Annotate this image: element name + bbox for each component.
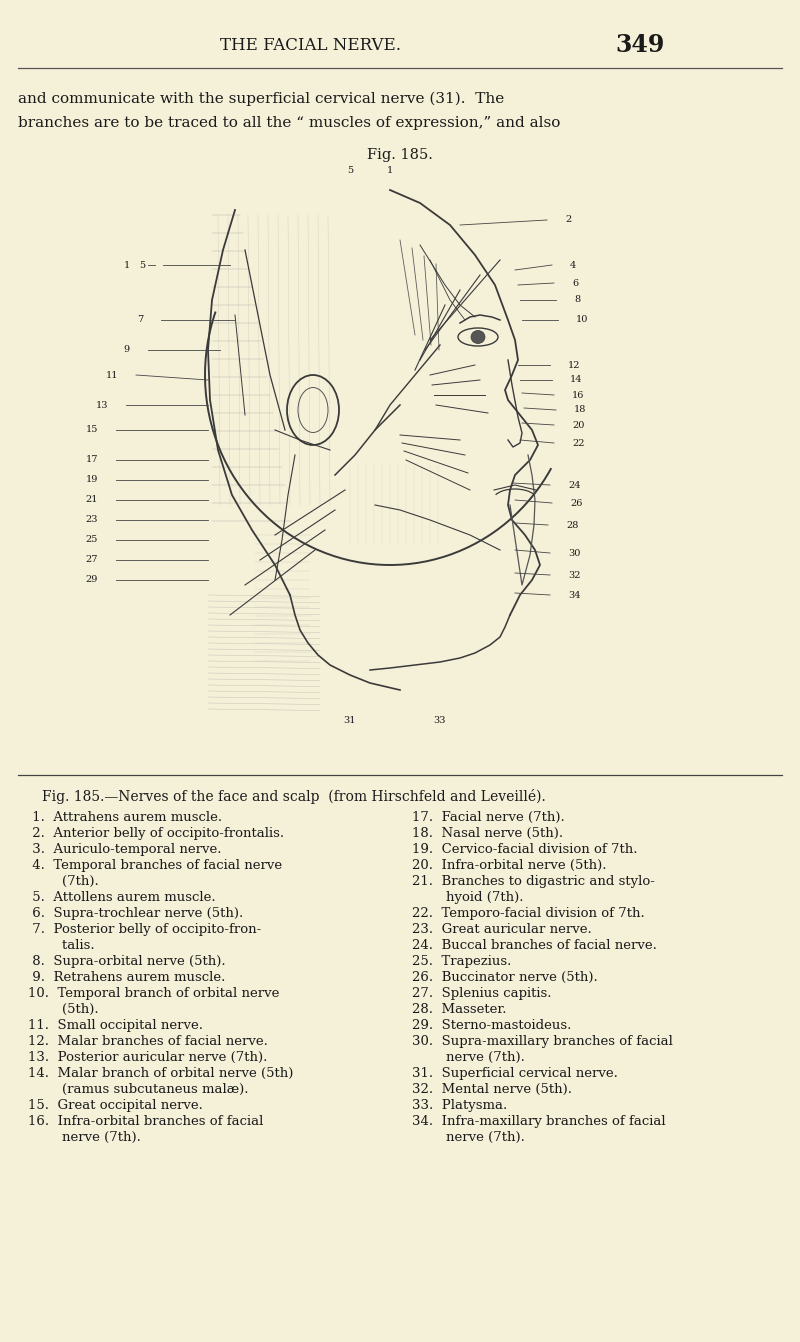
Text: Fig. 185.—Nerves of the face and scalp  (from Hirschfeld and Leveillé).: Fig. 185.—Nerves of the face and scalp (… [42, 789, 546, 804]
Text: and communicate with the superficial cervical nerve (31).  The: and communicate with the superficial cer… [18, 93, 504, 106]
Text: 21.  Branches to digastric and stylo-: 21. Branches to digastric and stylo- [412, 875, 655, 888]
Text: 16: 16 [572, 391, 584, 400]
Text: 3.  Auriculo-temporal nerve.: 3. Auriculo-temporal nerve. [28, 843, 222, 856]
Text: 25: 25 [86, 535, 98, 545]
Text: 14: 14 [570, 376, 582, 385]
Text: 11: 11 [106, 370, 118, 380]
Text: nerve (7th).: nerve (7th). [412, 1051, 525, 1064]
Text: 18: 18 [574, 405, 586, 415]
Text: 9.  Retrahens aurem muscle.: 9. Retrahens aurem muscle. [28, 972, 226, 984]
Text: 21: 21 [86, 495, 98, 505]
Text: nerve (7th).: nerve (7th). [412, 1131, 525, 1143]
Text: (ramus subcutaneus malæ).: (ramus subcutaneus malæ). [28, 1083, 249, 1096]
Text: 19: 19 [86, 475, 98, 484]
Text: 6.  Supra-trochlear nerve (5th).: 6. Supra-trochlear nerve (5th). [28, 907, 243, 921]
Text: 19.  Cervico-facial division of 7th.: 19. Cervico-facial division of 7th. [412, 843, 638, 856]
Text: 12: 12 [568, 361, 581, 369]
Text: 33.  Platysma.: 33. Platysma. [412, 1099, 507, 1113]
Text: 18.  Nasal nerve (5th).: 18. Nasal nerve (5th). [412, 827, 563, 840]
Text: 10.  Temporal branch of orbital nerve: 10. Temporal branch of orbital nerve [28, 986, 279, 1000]
Text: 12.  Malar branches of facial nerve.: 12. Malar branches of facial nerve. [28, 1035, 268, 1048]
Text: 9: 9 [124, 345, 130, 354]
Text: (7th).: (7th). [28, 875, 98, 888]
Text: Fig. 185.: Fig. 185. [367, 148, 433, 162]
Text: 7: 7 [137, 315, 143, 325]
Text: branches are to be traced to all the “ muscles of expression,” and also: branches are to be traced to all the “ m… [18, 115, 560, 130]
Text: 8.  Supra-orbital nerve (5th).: 8. Supra-orbital nerve (5th). [28, 956, 226, 968]
Text: 23.  Great auricular nerve.: 23. Great auricular nerve. [412, 923, 592, 935]
Text: talis.: talis. [28, 939, 94, 951]
Text: 5.  Attollens aurem muscle.: 5. Attollens aurem muscle. [28, 891, 216, 905]
Text: 4: 4 [570, 260, 576, 270]
Ellipse shape [471, 330, 485, 344]
Text: 11.  Small occipital nerve.: 11. Small occipital nerve. [28, 1019, 203, 1032]
Text: 32.  Mental nerve (5th).: 32. Mental nerve (5th). [412, 1083, 572, 1096]
Text: 2.  Anterior belly of occipito-frontalis.: 2. Anterior belly of occipito-frontalis. [28, 827, 284, 840]
Text: 29.  Sterno-mastoideus.: 29. Sterno-mastoideus. [412, 1019, 571, 1032]
Text: 8: 8 [574, 295, 580, 305]
Text: 7.  Posterior belly of occipito-fron-: 7. Posterior belly of occipito-fron- [28, 923, 262, 935]
Text: 32: 32 [568, 570, 581, 580]
Text: 13: 13 [95, 400, 108, 409]
Text: 1: 1 [124, 260, 130, 270]
Text: 31: 31 [344, 717, 356, 725]
Text: 349: 349 [615, 34, 665, 56]
Text: 22.  Temporo-facial division of 7th.: 22. Temporo-facial division of 7th. [412, 907, 645, 921]
Text: 29: 29 [86, 576, 98, 585]
Text: 20: 20 [572, 420, 584, 429]
Text: 26: 26 [570, 498, 582, 507]
Text: 15.  Great occipital nerve.: 15. Great occipital nerve. [28, 1099, 203, 1113]
Text: 27.  Splenius capitis.: 27. Splenius capitis. [412, 986, 551, 1000]
Text: hyoid (7th).: hyoid (7th). [412, 891, 523, 905]
Text: 30.  Supra-maxillary branches of facial: 30. Supra-maxillary branches of facial [412, 1035, 673, 1048]
Text: 28: 28 [566, 521, 578, 530]
Text: 2: 2 [565, 216, 571, 224]
Text: 14.  Malar branch of orbital nerve (5th): 14. Malar branch of orbital nerve (5th) [28, 1067, 294, 1080]
Text: (5th).: (5th). [28, 1002, 98, 1016]
Text: 20.  Infra-orbital nerve (5th).: 20. Infra-orbital nerve (5th). [412, 859, 606, 872]
Text: 1.  Attrahens aurem muscle.: 1. Attrahens aurem muscle. [28, 811, 222, 824]
Text: 6: 6 [572, 279, 578, 287]
Text: 34: 34 [568, 590, 581, 600]
Text: 1: 1 [387, 166, 393, 174]
Text: 33: 33 [434, 717, 446, 725]
Text: 24: 24 [568, 480, 581, 490]
Text: 16.  Infra-orbital branches of facial: 16. Infra-orbital branches of facial [28, 1115, 263, 1129]
Text: 15: 15 [86, 425, 98, 435]
Text: 13.  Posterior auricular nerve (7th).: 13. Posterior auricular nerve (7th). [28, 1051, 267, 1064]
Text: 10: 10 [576, 315, 588, 325]
Text: 34.  Infra-maxillary branches of facial: 34. Infra-maxillary branches of facial [412, 1115, 666, 1129]
Text: 26.  Buccinator nerve (5th).: 26. Buccinator nerve (5th). [412, 972, 598, 984]
Text: 5: 5 [139, 260, 145, 270]
Text: 27: 27 [86, 556, 98, 565]
Text: 30: 30 [568, 549, 580, 557]
Text: 5: 5 [347, 166, 353, 174]
Text: 31.  Superficial cervical nerve.: 31. Superficial cervical nerve. [412, 1067, 618, 1080]
Text: THE FACIAL NERVE.: THE FACIAL NERVE. [219, 36, 401, 54]
Text: nerve (7th).: nerve (7th). [28, 1131, 141, 1143]
Text: 17.  Facial nerve (7th).: 17. Facial nerve (7th). [412, 811, 565, 824]
Text: 4.  Temporal branches of facial nerve: 4. Temporal branches of facial nerve [28, 859, 282, 872]
Text: 25.  Trapezius.: 25. Trapezius. [412, 956, 511, 968]
Text: 17: 17 [86, 455, 98, 464]
Text: 22: 22 [572, 439, 585, 447]
Text: 28.  Masseter.: 28. Masseter. [412, 1002, 506, 1016]
Text: 23: 23 [86, 515, 98, 525]
Text: 24.  Buccal branches of facial nerve.: 24. Buccal branches of facial nerve. [412, 939, 657, 951]
